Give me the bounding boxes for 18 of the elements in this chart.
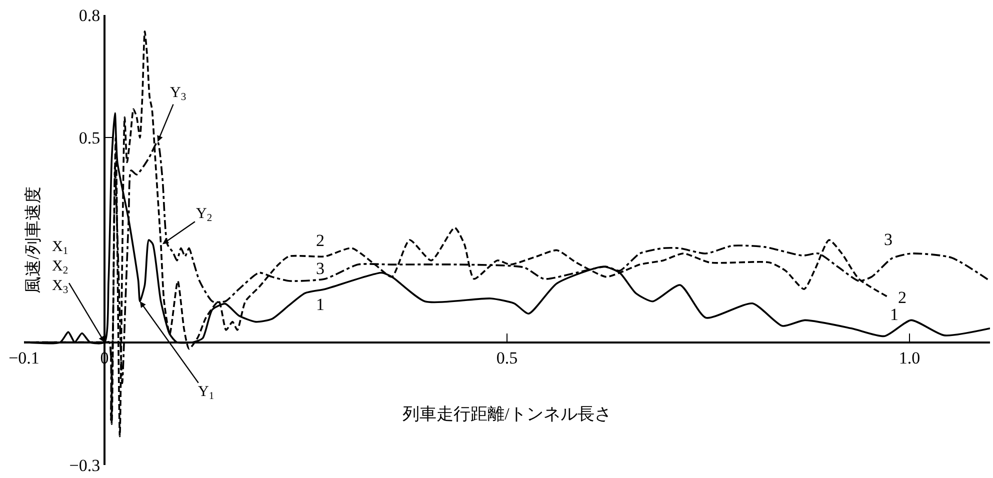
y-tick-label: 0.8: [78, 6, 100, 25]
annotation: Y$_{1}$: [198, 384, 214, 402]
x-tick-label: 0.5: [496, 348, 518, 368]
y-tick-label: −0.3: [69, 456, 100, 475]
text: 2: [898, 288, 906, 307]
annotation: Y$_{2}$: [196, 206, 212, 224]
annotation: X$_{1}$ X$_{2}$ X$_{3}$: [52, 239, 68, 296]
text: 1: [316, 295, 324, 314]
text: 3: [884, 230, 892, 249]
x-axis-title: 列車走行距離/トンネル長さ: [402, 404, 612, 424]
y-tick-label: 0.5: [78, 128, 100, 148]
annotation: Y$_{3}$: [170, 85, 186, 104]
x-tick-label: 1.0: [898, 348, 920, 368]
x-tick-label: −0.1: [8, 348, 40, 368]
series-label: 3: [316, 259, 324, 278]
series-label: 1: [890, 305, 898, 324]
series-label: 2: [316, 231, 324, 250]
y-axis-title: 風速/列車速度: [23, 186, 42, 294]
